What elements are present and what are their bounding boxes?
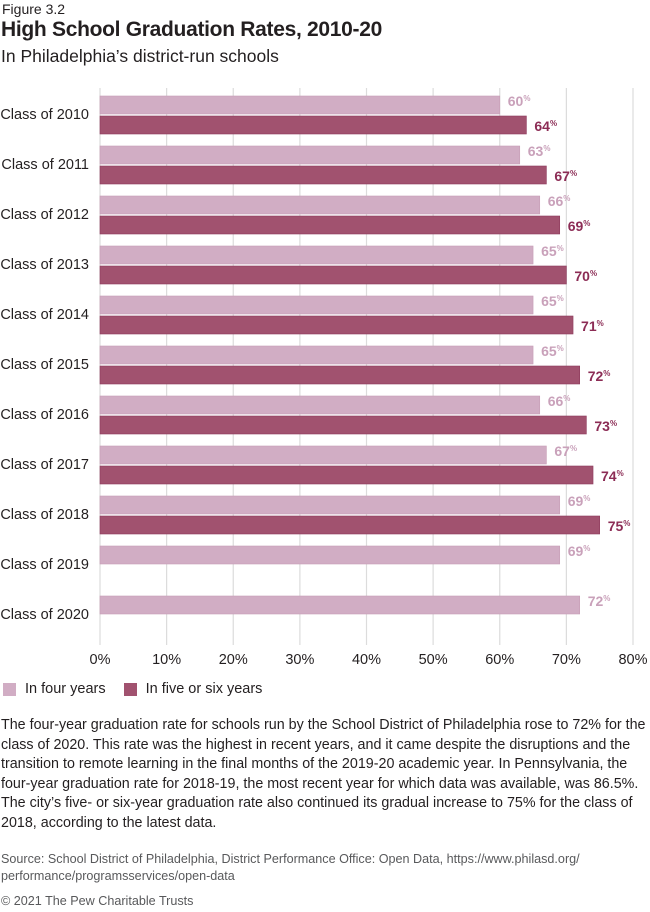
value-label-four-years: 60%: [508, 93, 531, 109]
value-label-five-six-years: 74%: [601, 468, 624, 484]
value-label-four-years: 72%: [588, 593, 611, 609]
x-tick-label: 0%: [90, 652, 111, 668]
value-label-four-years: 69%: [568, 493, 591, 509]
value-label-five-six-years: 73%: [594, 418, 617, 434]
value-label-five-six-years: 71%: [581, 318, 604, 334]
bar-five-six-years: [99, 265, 567, 285]
category-label: Class of 2020: [0, 607, 89, 623]
bar-four-years: [99, 295, 534, 315]
x-tick-label: 80%: [618, 652, 647, 668]
bar-four-years: [99, 345, 534, 365]
bar-four-years: [99, 395, 541, 415]
legend-swatch-five-six-years: [123, 682, 137, 696]
description-text: The four-year graduation rate for school…: [1, 717, 646, 831]
value-label-four-years: 65%: [541, 343, 564, 359]
bar-chart: 60%64%63%67%66%69%65%70%65%71%65%72%66%7…: [0, 88, 648, 668]
value-label-five-six-years: 70%: [574, 268, 597, 284]
figure-label: Figure 3.2: [2, 1, 66, 17]
bar-four-years: [99, 245, 534, 265]
legend-swatch-four-years: [3, 682, 16, 696]
category-label: Class of 2017: [0, 457, 89, 473]
value-label-four-years: 65%: [541, 293, 564, 309]
bars: 60%64%63%67%66%69%65%70%65%71%65%72%66%7…: [99, 93, 631, 615]
bar-five-six-years: [99, 165, 547, 185]
category-label: Class of 2014: [0, 307, 89, 323]
category-label: Class of 2013: [0, 257, 89, 273]
value-label-five-six-years: 75%: [608, 518, 631, 534]
category-label: Class of 2015: [0, 357, 89, 373]
bar-four-years: [99, 545, 561, 565]
value-label-four-years: 63%: [528, 143, 551, 159]
x-axis-tick-labels: 0% 10% 20% 30% 40% 50% 60% 70% 80%: [90, 652, 648, 668]
bar-four-years: [99, 95, 501, 115]
category-label: Class of 2019: [0, 557, 89, 573]
x-tick-label: 20%: [219, 652, 248, 668]
bar-four-years: [99, 495, 561, 515]
value-label-five-six-years: 64%: [534, 118, 557, 134]
bar-five-six-years: [99, 365, 581, 385]
category-label: Class of 2012: [0, 207, 89, 223]
copyright: © 2021 The Pew Charitable Trusts: [1, 894, 194, 908]
category-label: Class of 2018: [0, 507, 89, 523]
x-tick-label: 60%: [485, 652, 514, 668]
chart-title: High School Graduation Rates, 2010-20: [1, 18, 382, 41]
category-label: Class of 2010: [0, 107, 89, 123]
category-labels: Class of 2010 Class of 2011 Class of 2012 C…: [0, 107, 89, 623]
bar-five-six-years: [99, 315, 574, 335]
legend-label-four-years: In four years: [25, 681, 106, 697]
legend-item-four-years: In four years: [3, 681, 106, 697]
x-tick-label: 50%: [419, 652, 448, 668]
category-label: Class of 2016: [0, 407, 89, 423]
value-label-five-six-years: 72%: [588, 368, 611, 384]
bar-four-years: [99, 145, 521, 165]
source-note: Source: School District of Philadelphia,…: [1, 852, 580, 883]
value-label-four-years: 66%: [548, 193, 571, 209]
bar-five-six-years: [99, 215, 561, 235]
x-tick-label: 30%: [285, 652, 314, 668]
bar-five-six-years: [99, 465, 594, 485]
legend: In four years In five or six years: [3, 681, 280, 697]
legend-label-five-six-years: In five or six years: [145, 681, 263, 697]
value-label-four-years: 65%: [541, 243, 564, 259]
value-label-four-years: 66%: [548, 393, 571, 409]
category-label: Class of 2011: [1, 157, 89, 173]
value-label-five-six-years: 69%: [568, 218, 591, 234]
bar-five-six-years: [99, 415, 587, 435]
x-tick-label: 10%: [152, 652, 181, 668]
bar-four-years: [99, 445, 547, 465]
chart-subtitle: In Philadelphia’s district-run schools: [1, 46, 279, 66]
bar-four-years: [99, 595, 581, 615]
value-label-four-years: 67%: [554, 443, 577, 459]
bar-five-six-years: [99, 115, 527, 135]
x-tick-label: 40%: [352, 652, 381, 668]
value-label-five-six-years: 67%: [554, 168, 577, 184]
bar-four-years: [99, 195, 541, 215]
x-tick-label: 70%: [552, 652, 581, 668]
legend-item-five-six-years: In five or six years: [123, 681, 263, 697]
bar-five-six-years: [99, 515, 600, 535]
value-label-four-years: 69%: [568, 543, 591, 559]
